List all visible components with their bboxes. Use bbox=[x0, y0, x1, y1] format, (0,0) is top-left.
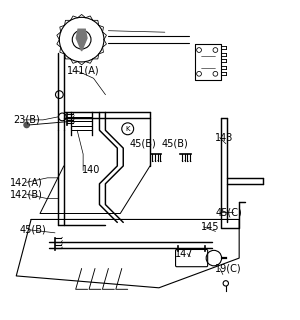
Text: 142(B): 142(B) bbox=[10, 189, 43, 199]
Circle shape bbox=[24, 122, 29, 128]
Text: K: K bbox=[125, 126, 130, 132]
Text: 19(C): 19(C) bbox=[215, 263, 242, 274]
Text: 23(B): 23(B) bbox=[13, 115, 40, 125]
Text: 45(B): 45(B) bbox=[129, 139, 156, 149]
Text: 45(B): 45(B) bbox=[162, 139, 189, 149]
Text: 45(C): 45(C) bbox=[215, 207, 242, 217]
Text: 145: 145 bbox=[200, 222, 219, 232]
Text: 142(A): 142(A) bbox=[10, 177, 43, 187]
Text: 141(A): 141(A) bbox=[67, 66, 99, 76]
Polygon shape bbox=[76, 29, 87, 51]
Text: 147: 147 bbox=[175, 249, 194, 259]
Text: 140: 140 bbox=[82, 165, 100, 175]
Text: 143: 143 bbox=[215, 133, 234, 143]
Text: 45(B): 45(B) bbox=[19, 225, 46, 235]
